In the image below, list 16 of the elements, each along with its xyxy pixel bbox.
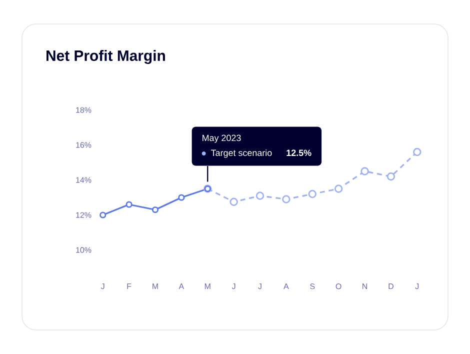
point [308, 190, 316, 198]
point [126, 201, 132, 208]
point [152, 206, 159, 214]
annotation: 12.5% [286, 150, 312, 156]
point [334, 184, 343, 193]
point [256, 192, 264, 200]
chart-title: Net Profit Margin [46, 50, 165, 64]
point [100, 212, 106, 218]
point [386, 172, 396, 181]
point [282, 195, 290, 204]
annotation: May 2023 [202, 134, 241, 143]
point [413, 148, 422, 156]
point [360, 167, 369, 176]
legend-label: Target scenario [211, 149, 272, 158]
point [178, 194, 185, 201]
point [230, 198, 238, 206]
